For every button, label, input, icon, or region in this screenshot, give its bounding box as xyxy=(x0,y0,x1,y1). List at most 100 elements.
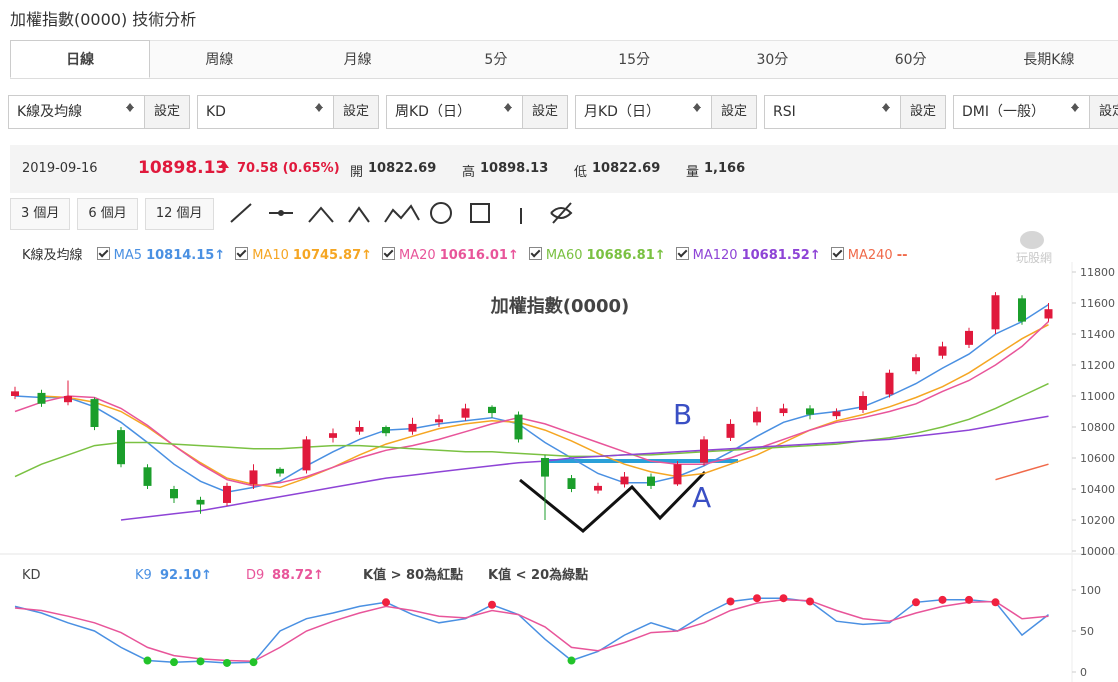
ma-legend-item[interactable]: MA240 -- xyxy=(830,247,907,263)
tool-circle[interactable] xyxy=(430,202,452,224)
line-series xyxy=(120,415,1049,521)
kd-dot xyxy=(170,658,178,667)
line-series xyxy=(995,463,1049,481)
ma-legend-item[interactable]: MA10 10745.87↑ xyxy=(235,247,372,263)
select-label[interactable]: DMI（一般） xyxy=(954,96,1089,128)
checkbox[interactable] xyxy=(675,247,689,260)
range-button[interactable]: 6 個月 xyxy=(77,198,138,230)
tab[interactable]: 60分 xyxy=(841,40,980,78)
candle-body xyxy=(249,470,258,485)
kd-dot xyxy=(912,598,920,607)
tab[interactable]: 日線 xyxy=(10,40,151,78)
indicator-select: RSI 設定 xyxy=(764,95,946,129)
select-label[interactable]: KD xyxy=(198,96,333,128)
quote-price: 10898.13 xyxy=(138,158,228,178)
high-label: 高 xyxy=(462,165,476,180)
tab-bar: 日線 周線 月線 5分 15分 30分 60分 長期K線 xyxy=(10,40,1118,79)
volume-value: 1,166 xyxy=(704,161,746,176)
line-series xyxy=(14,382,1049,478)
ma-value: 10616.01↑ xyxy=(439,248,519,263)
tab[interactable]: 周線 xyxy=(150,40,289,78)
ma-name: MA10 xyxy=(252,248,289,263)
indicator-select: 月KD（日） 設定 xyxy=(575,95,757,129)
kd-dot xyxy=(938,595,947,604)
y-tick-label: 10000 xyxy=(1080,545,1115,558)
kd-dot xyxy=(965,595,973,604)
checkbox[interactable] xyxy=(382,247,396,260)
legend-value: 92.10↑ xyxy=(160,568,212,583)
candle-body xyxy=(11,391,19,396)
y-tick-label: 10800 xyxy=(1080,421,1115,434)
ma-legend: K線及均線 MA5 10814.15↑ MA10 10745.87↑ MA20 10616… xyxy=(22,244,917,263)
select-label[interactable]: 周KD（日） xyxy=(387,96,522,128)
kd-dot xyxy=(806,597,814,606)
kd-dot xyxy=(223,658,231,667)
range-button[interactable]: 12 個月 xyxy=(144,198,214,230)
tool-line[interactable] xyxy=(230,203,252,223)
quote-date: 2019-09-16 xyxy=(22,161,98,176)
candle-body xyxy=(594,485,602,491)
tab[interactable]: 15分 xyxy=(565,40,704,78)
tool-rect[interactable] xyxy=(470,203,490,223)
tool-hide[interactable] xyxy=(550,202,573,224)
annotation: A xyxy=(692,481,711,514)
tab[interactable]: 30分 xyxy=(703,40,842,78)
tab[interactable]: 5分 xyxy=(426,40,565,78)
settings-button[interactable]: 設定 xyxy=(333,96,378,128)
kd-dot xyxy=(753,594,761,603)
kd-dot xyxy=(196,657,205,666)
settings-button[interactable]: 設定 xyxy=(711,96,756,128)
tool-hline[interactable] xyxy=(269,210,293,216)
ma-legend-item[interactable]: MA60 10686.81↑ xyxy=(528,247,666,263)
checkbox[interactable] xyxy=(830,247,844,260)
checkbox[interactable] xyxy=(528,247,542,260)
candle-body xyxy=(673,464,682,485)
candle-body xyxy=(37,392,46,404)
settings-button[interactable]: 設定 xyxy=(144,96,189,128)
candle-body xyxy=(196,499,205,505)
panel-title: KD xyxy=(22,568,41,583)
ma-name: MA5 xyxy=(113,248,143,263)
y-tick-label: 11800 xyxy=(1080,266,1115,279)
kd-dot xyxy=(488,600,496,609)
quote-bar: 2019-09-16 10898.13 70.58 (0.65%) 開 1082… xyxy=(10,145,1118,193)
settings-button[interactable]: 設定 xyxy=(900,96,945,128)
candle-body xyxy=(832,411,841,417)
tab[interactable]: 月線 xyxy=(288,40,427,78)
kd-dot xyxy=(991,598,1000,607)
settings-button[interactable]: 設定 xyxy=(522,96,567,128)
drawn-w-pattern xyxy=(519,470,707,533)
legend-name: K9 xyxy=(135,568,152,583)
tool-angle[interactable] xyxy=(308,206,334,223)
select-label[interactable]: K線及均線 xyxy=(9,96,144,128)
low-value: 10822.69 xyxy=(592,161,661,176)
settings-button[interactable]: 設定 xyxy=(1089,96,1118,128)
candle-body xyxy=(435,419,443,423)
ma-legend-item[interactable]: MA120 10681.52↑ xyxy=(675,247,821,263)
candle-body xyxy=(143,467,152,486)
checkbox[interactable] xyxy=(96,247,110,260)
watermark-text: 玩股網 xyxy=(1015,251,1052,265)
select-label[interactable]: 月KD（日） xyxy=(576,96,711,128)
tool-abc[interactable] xyxy=(384,204,420,223)
candle-body xyxy=(991,295,1000,330)
ma-legend-item[interactable]: MA20 10616.01↑ xyxy=(382,247,519,263)
checkbox[interactable] xyxy=(235,247,249,260)
kd-dot xyxy=(567,656,576,665)
candle-body xyxy=(647,476,655,486)
ma-legend-item[interactable]: MA5 10814.15↑ xyxy=(96,247,225,263)
kd-note: K值 > 80為紅點 xyxy=(363,567,463,583)
tab[interactable]: 長期K線 xyxy=(979,40,1118,78)
line-series xyxy=(41,324,1049,489)
ma-value: 10686.81↑ xyxy=(586,248,666,263)
volume-label: 量 xyxy=(686,165,700,180)
kd-dot xyxy=(382,598,390,607)
range-button[interactable]: 3 個月 xyxy=(10,198,71,230)
ma-value: 10681.52↑ xyxy=(741,248,821,263)
kd-dot xyxy=(143,656,152,665)
select-label[interactable]: RSI xyxy=(765,96,900,128)
drawing-tools xyxy=(230,202,573,224)
candle-body xyxy=(567,478,576,489)
indicator-select: KD 設定 xyxy=(197,95,379,129)
tool-ab[interactable] xyxy=(348,206,370,223)
